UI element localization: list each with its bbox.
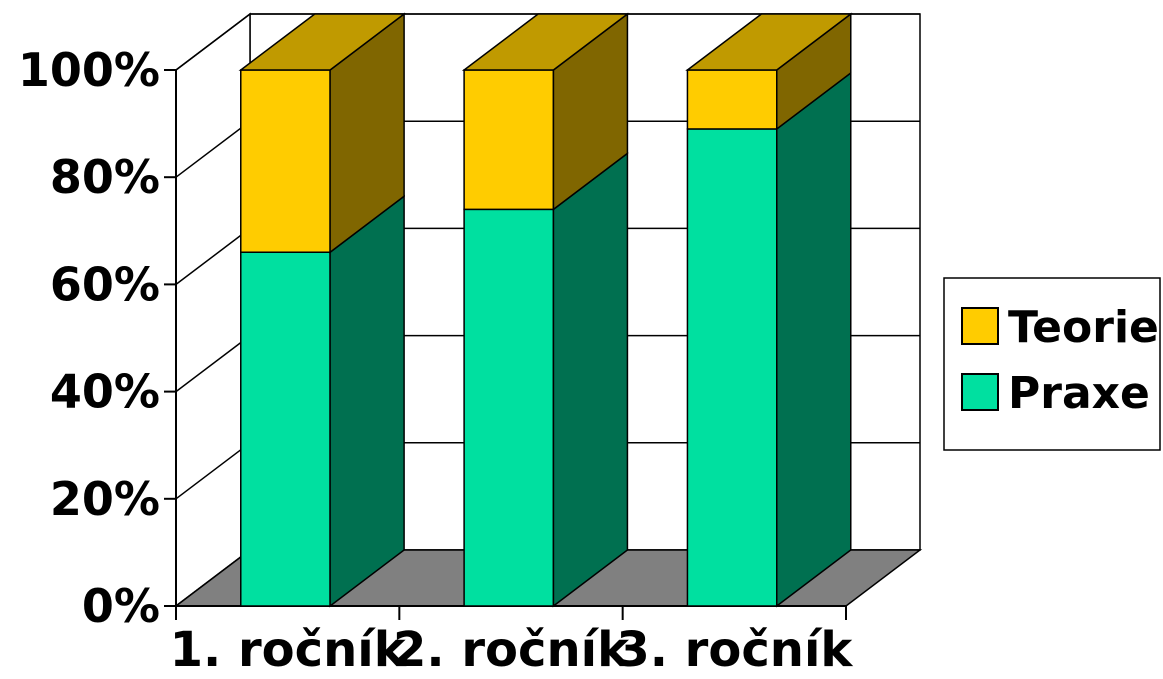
bar-front [686, 69, 778, 130]
bar-front [240, 251, 331, 607]
bar-front [463, 69, 555, 211]
category-label: 1. ročník [170, 622, 407, 678]
y-tick-label: 0% [82, 579, 160, 633]
bar-side [552, 151, 629, 608]
bar-praxe-3 [686, 71, 852, 608]
bar-top [685, 13, 854, 71]
bar-front [463, 208, 555, 607]
side-wall [175, 12, 251, 608]
legend-label-praxe: Praxe [1008, 368, 1150, 419]
y-tick-labels: 0% 20% 40% 60% 80% 100% [18, 43, 160, 633]
legend-label-teorie: Teorie [1008, 302, 1159, 353]
legend-swatch-praxe [961, 373, 999, 411]
category-label: 2. ročník [393, 622, 630, 678]
bar-top [238, 13, 407, 71]
bar-praxe-1 [240, 194, 405, 608]
y-tick-label: 40% [50, 365, 160, 419]
bar-side [329, 194, 405, 608]
gridline-side [175, 120, 251, 178]
bar-teorie-2 [461, 12, 630, 211]
bar-teorie-1 [238, 12, 407, 254]
bar-teorie-3 [685, 12, 854, 131]
legend-box [943, 277, 1161, 451]
gridline-side [175, 227, 251, 285]
category-label: 3. ročník [616, 622, 853, 678]
bar-top [461, 13, 630, 71]
y-tick-label: 80% [50, 150, 160, 204]
y-tick-label: 20% [50, 472, 160, 526]
bar-front [240, 69, 331, 253]
legend: Teorie Praxe [943, 277, 1161, 451]
bar-praxe-2 [463, 151, 629, 608]
y-tick-label: 60% [50, 257, 160, 311]
bar-front [686, 128, 778, 607]
bars [238, 12, 854, 608]
legend-swatch-teorie [961, 307, 999, 345]
y-tick-label: 100% [18, 43, 160, 97]
gridline-side [175, 442, 251, 500]
gridline-side [175, 335, 251, 393]
bar-side [776, 71, 852, 608]
gridline-side [175, 13, 251, 71]
